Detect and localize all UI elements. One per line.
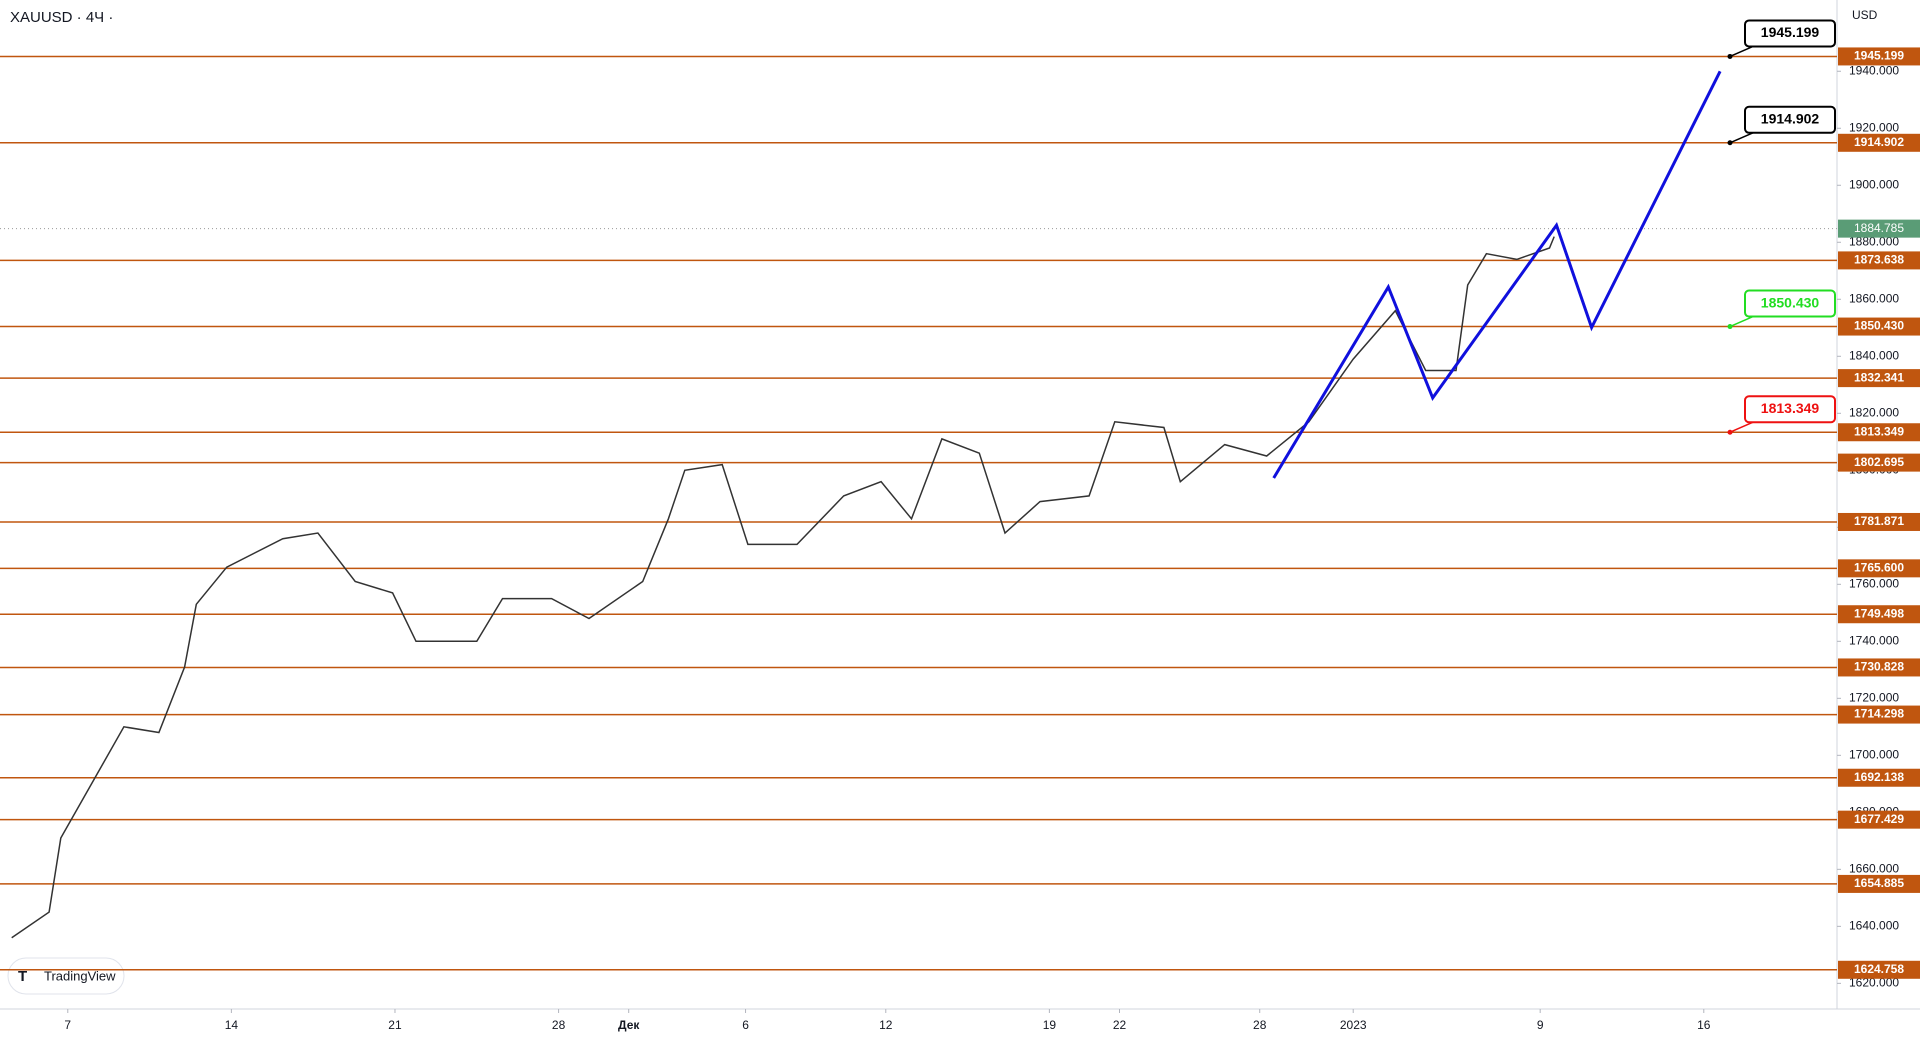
x-tick-label: 16 (1697, 1018, 1711, 1032)
x-tick-label: Дек (618, 1018, 640, 1032)
callout-dot (1727, 140, 1733, 146)
level-label: 1730.828 (1854, 660, 1904, 674)
level-label-bg (1838, 960, 1920, 979)
level-label-bg (1838, 251, 1920, 270)
y-tick-label: 1900.000 (1849, 177, 1899, 191)
y-tick-label: 1720.000 (1849, 690, 1899, 704)
callout-pointer (1729, 421, 1754, 433)
x-tick-label: 28 (552, 1018, 566, 1032)
callout-dot (1727, 53, 1733, 59)
level-label: 1832.341 (1854, 370, 1904, 384)
level-label: 1850.430 (1854, 319, 1904, 333)
level-label: 1914.902 (1854, 135, 1904, 149)
callout-box (1744, 105, 1836, 134)
y-tick-label: 1620.000 (1849, 976, 1899, 990)
x-tick-label: 12 (879, 1018, 893, 1032)
chart-title: XAUUSD · 4Ч · (10, 9, 113, 26)
level-label: 1765.600 (1854, 561, 1904, 575)
price-line (11, 236, 1555, 939)
callout-box (1744, 19, 1836, 48)
y-tick-label: 1860.000 (1849, 291, 1899, 305)
y-tick-label: 1840.000 (1849, 348, 1899, 362)
currency-label[interactable]: USD (1852, 8, 1878, 22)
callout-dot (1727, 429, 1733, 435)
level-label-bg (1838, 512, 1920, 531)
brand-name[interactable]: TradingView (44, 968, 116, 983)
level-label: 1714.298 (1854, 707, 1904, 721)
level-label-bg (1838, 453, 1920, 472)
x-tick-label: 2023 (1340, 1018, 1367, 1032)
level-label-bg (1838, 605, 1920, 624)
level-label: 1624.758 (1854, 962, 1904, 976)
level-label: 1677.429 (1854, 812, 1904, 826)
y-tick-label: 1920.000 (1849, 120, 1899, 134)
level-label: 1749.498 (1854, 606, 1904, 620)
level-label-bg (1838, 47, 1920, 66)
callout-label: 1813.349 (1761, 400, 1820, 416)
callout-label: 1945.199 (1761, 24, 1820, 40)
y-tick-label: 1820.000 (1849, 405, 1899, 419)
level-label: 1945.199 (1854, 49, 1904, 63)
level-label-bg (1838, 874, 1920, 893)
y-tick-label: 1880.000 (1849, 234, 1899, 248)
x-tick-label: 19 (1043, 1018, 1057, 1032)
callout-label: 1850.430 (1761, 294, 1820, 310)
y-tick-label: 1760.000 (1849, 576, 1899, 590)
level-label: 1802.695 (1854, 455, 1904, 469)
callout-label: 1914.902 (1761, 110, 1820, 126)
x-tick-label: 6 (742, 1018, 749, 1032)
brand-logo[interactable]: T (18, 968, 27, 985)
level-label-bg (1838, 317, 1920, 336)
callout-pointer (1729, 132, 1754, 144)
level-label: 1654.885 (1854, 876, 1904, 890)
level-label-bg (1838, 369, 1920, 388)
level-label-bg (1838, 768, 1920, 787)
callout-pointer (1729, 45, 1754, 58)
callout-dot (1727, 324, 1733, 330)
level-label-bg (1838, 133, 1920, 152)
current-price-label: 1884.785 (1854, 221, 1904, 235)
level-label-bg (1838, 658, 1920, 677)
y-tick-label: 1940.000 (1849, 63, 1899, 77)
y-tick-label: 1700.000 (1849, 747, 1899, 761)
level-label-bg (1838, 810, 1920, 829)
x-tick-label: 14 (225, 1018, 239, 1032)
callout-box (1744, 395, 1836, 424)
x-tick-label: 28 (1253, 1018, 1267, 1032)
callout-pointer (1729, 315, 1754, 328)
current-price-bg (1838, 219, 1920, 238)
level-label-bg (1838, 705, 1920, 724)
x-tick-label: 7 (64, 1018, 71, 1032)
x-tick-label: 9 (1537, 1018, 1544, 1032)
brand-badge[interactable] (7, 957, 125, 995)
x-tick-label: 22 (1113, 1018, 1127, 1032)
y-tick-label: 1740.000 (1849, 633, 1899, 647)
projection-line (1272, 70, 1722, 479)
y-tick-label: 1660.000 (1849, 862, 1899, 876)
x-tick-label: 21 (388, 1018, 402, 1032)
level-label: 1873.638 (1854, 253, 1904, 267)
y-tick-label: 1640.000 (1849, 919, 1899, 933)
level-label-bg (1838, 559, 1920, 578)
level-label: 1813.349 (1854, 424, 1904, 438)
level-label-bg (1838, 423, 1920, 442)
level-label: 1781.871 (1854, 514, 1904, 528)
level-label: 1692.138 (1854, 770, 1904, 784)
callout-box (1744, 289, 1836, 318)
